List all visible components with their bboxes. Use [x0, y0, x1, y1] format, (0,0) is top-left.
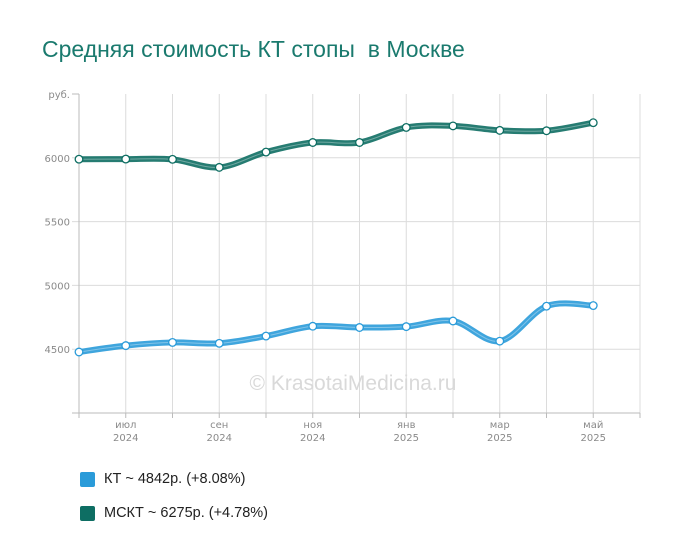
y-tick-label: 4500: [45, 345, 70, 356]
data-point: [495, 336, 505, 346]
series-kt: [74, 300, 598, 357]
data-point: [74, 347, 84, 357]
data-point: [168, 154, 177, 164]
data-point: [261, 147, 271, 157]
legend-item-kt[interactable]: КТ ~ 4842р. (+8.08%): [80, 462, 268, 496]
legend-swatch-kt: [80, 471, 95, 487]
y-unit-label: руб.: [48, 90, 70, 101]
x-tick-month: сен: [210, 420, 228, 431]
data-point: [214, 338, 224, 348]
data-point: [542, 301, 551, 311]
chart-title: Средняя стоимость КТ стопы в Москве: [42, 36, 465, 62]
x-tick-year: 2025: [487, 433, 512, 444]
data-point: [308, 138, 318, 147]
series-group: [74, 118, 598, 357]
data-point: [214, 162, 224, 172]
y-tick-label: 6000: [45, 154, 70, 165]
data-point: [542, 126, 551, 136]
legend: КТ ~ 4842р. (+8.08%) МСКТ ~ 6275р. (+4.7…: [80, 462, 268, 530]
data-point: [448, 316, 458, 326]
tick-labels: 4500 5000 5500 6000 руб. июл 2024 сен 2024 ноя 202…: [45, 90, 606, 444]
data-point: [401, 122, 411, 132]
data-point: [308, 321, 318, 331]
data-point: [121, 341, 131, 351]
data-point: [401, 322, 411, 332]
data-point: [355, 138, 364, 147]
x-tick-month: мар: [490, 420, 510, 431]
x-tick-year: 2024: [300, 433, 325, 444]
data-point: [261, 331, 271, 341]
series-line: [76, 300, 597, 356]
y-tick-label: 5500: [45, 218, 70, 229]
x-tick-year: 2024: [113, 433, 138, 444]
legend-swatch-mskt: [80, 505, 95, 521]
x-tick-month: май: [583, 420, 603, 431]
data-point: [74, 154, 84, 164]
x-tick-month: июл: [115, 420, 136, 431]
x-tick-year: 2025: [394, 433, 419, 444]
data-point: [495, 125, 505, 135]
grid-lines: [72, 94, 641, 413]
data-point: [355, 323, 364, 332]
watermark-text: © KrasotaiMedicina.ru: [250, 372, 457, 395]
data-point: [168, 337, 177, 347]
x-tick-month: ноя: [303, 420, 322, 431]
series-line: [76, 119, 597, 171]
x-tick-year: 2025: [581, 433, 606, 444]
legend-label-kt: КТ ~ 4842р. (+8.08%): [104, 471, 246, 487]
series-mskt: [74, 118, 598, 172]
x-tick-month: янв: [397, 420, 416, 431]
y-tick-label: 5000: [45, 281, 70, 292]
x-tick-year: 2024: [207, 433, 232, 444]
legend-label-mskt: МСКТ ~ 6275р. (+4.78%): [104, 505, 268, 521]
data-point: [121, 154, 131, 164]
legend-item-mskt[interactable]: МСКТ ~ 6275р. (+4.78%): [80, 496, 268, 530]
data-point: [448, 121, 458, 131]
data-point: [588, 301, 598, 311]
data-point: [588, 118, 598, 128]
axes: [72, 93, 641, 418]
